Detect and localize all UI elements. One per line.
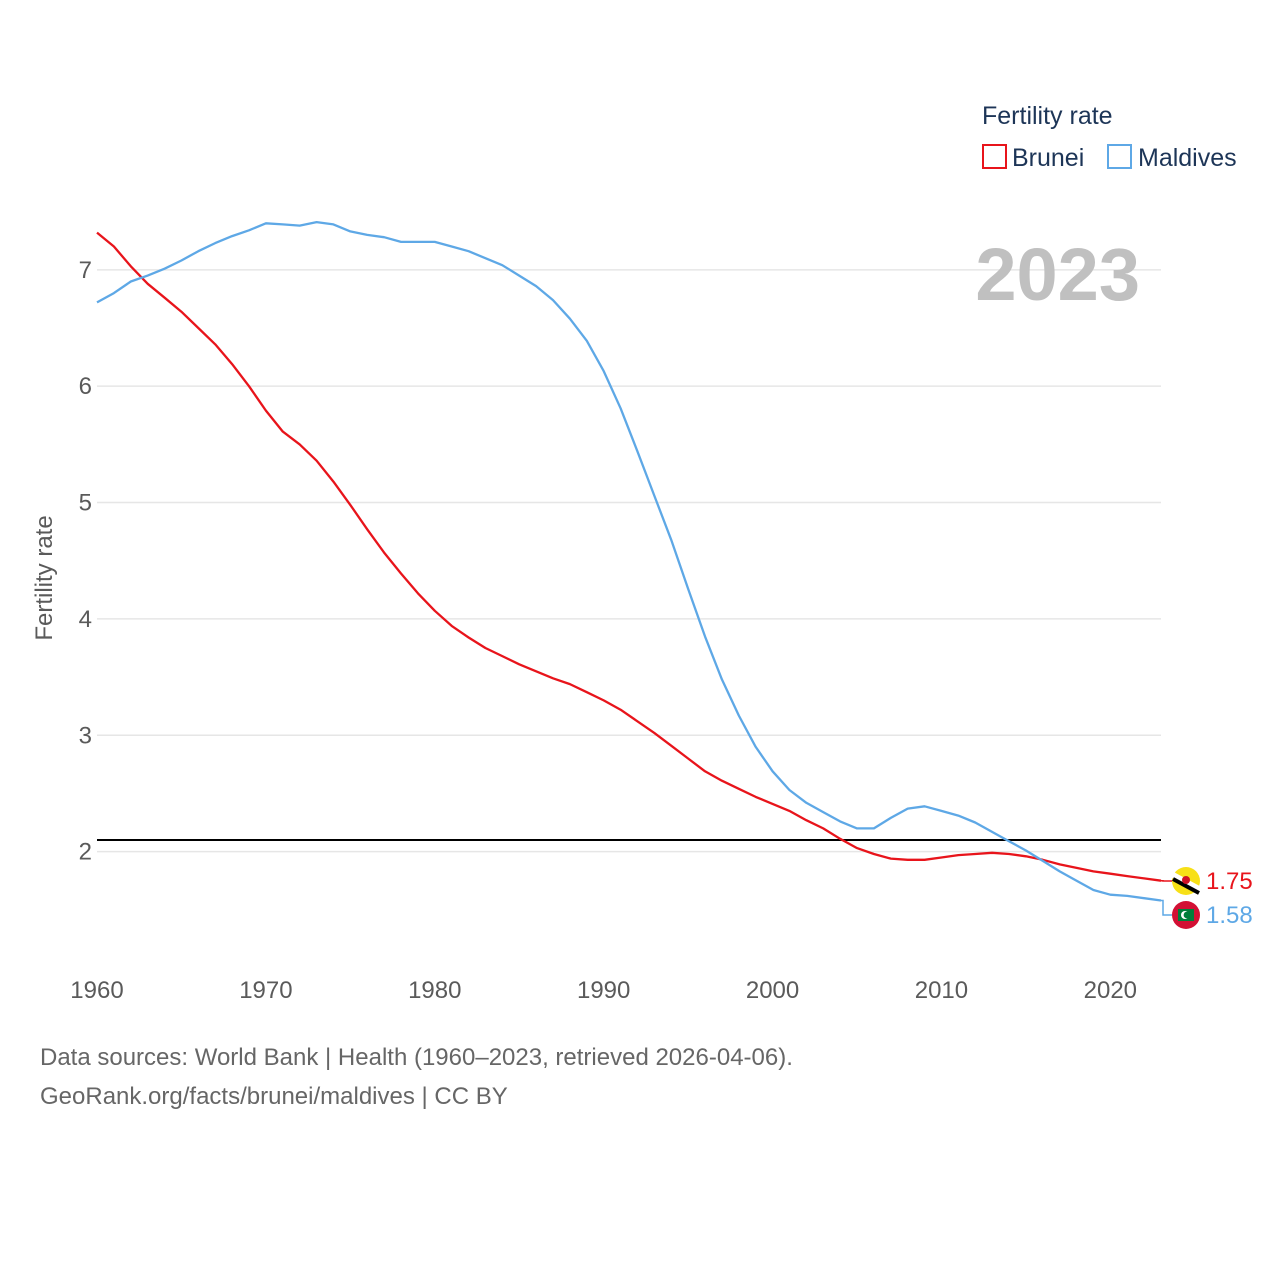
flag-stripe-black <box>1172 877 1200 895</box>
x-axis-ticks: 1960 1970 1980 1990 2000 2010 2020 <box>70 977 1137 1004</box>
grid-lines <box>97 269 1161 853</box>
brunei-flag-icon <box>1171 867 1201 895</box>
legend: Fertility rate Brunei Maldives <box>982 102 1237 172</box>
series-end-markers: 1.75 1.58 <box>1161 867 1253 929</box>
maldives-flag-icon <box>1172 901 1200 929</box>
y-axis-ticks: 2 3 4 5 6 7 <box>79 257 92 866</box>
x-tick-label: 1970 <box>239 977 292 1004</box>
legend-item-maldives[interactable]: Maldives <box>1107 144 1237 172</box>
y-tick-label: 2 <box>79 839 92 866</box>
legend-swatch-brunei <box>982 144 1007 169</box>
x-tick-label: 2010 <box>915 977 968 1004</box>
legend-item-brunei[interactable]: Brunei <box>982 144 1084 172</box>
year-label: 2023 <box>975 233 1140 316</box>
x-tick-label: 1980 <box>408 977 461 1004</box>
y-tick-label: 7 <box>79 257 92 284</box>
x-tick-label: 2020 <box>1084 977 1137 1004</box>
legend-swatch-maldives <box>1107 144 1132 169</box>
x-tick-label: 2000 <box>746 977 799 1004</box>
legend-title: Fertility rate <box>982 102 1113 130</box>
y-tick-label: 4 <box>79 606 92 633</box>
flag-crescent-cut <box>1183 911 1191 919</box>
footer-data-sources: Data sources: World Bank | Health (1960–… <box>40 1044 793 1071</box>
footer-source-url[interactable]: GeoRank.org/facts/brunei/maldives | CC B… <box>40 1083 508 1110</box>
end-connector-maldives <box>1161 899 1172 916</box>
y-tick-label: 5 <box>79 490 92 517</box>
y-axis-title: Fertility rate <box>31 515 58 640</box>
legend-label-maldives: Maldives <box>1138 144 1237 172</box>
series-line-brunei[interactable] <box>96 231 1162 882</box>
y-tick-label: 3 <box>79 722 92 749</box>
end-value-maldives: 1.58 <box>1206 902 1253 929</box>
end-value-brunei: 1.75 <box>1206 868 1253 895</box>
flag-emblem <box>1182 876 1190 884</box>
series-line-maldives[interactable] <box>96 220 1162 902</box>
y-tick-label: 6 <box>79 373 92 400</box>
legend-label-brunei: Brunei <box>1012 144 1084 172</box>
series-lines <box>96 220 1162 902</box>
x-tick-label: 1960 <box>70 977 123 1004</box>
x-tick-label: 1990 <box>577 977 630 1004</box>
